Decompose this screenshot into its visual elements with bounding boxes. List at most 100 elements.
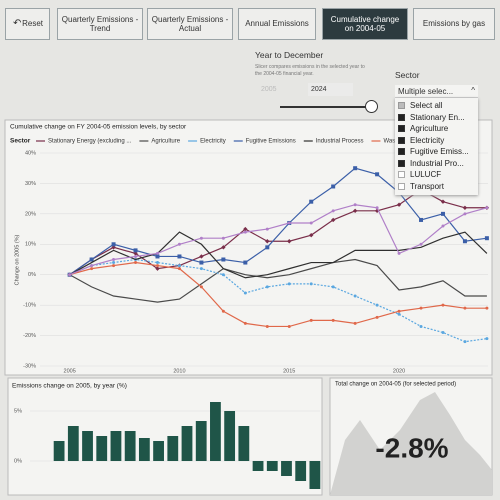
sector-title: Sector [395,65,420,83]
nav-button[interactable]: ↶ Reset [5,8,50,40]
y-tick-label: 30% [25,181,36,187]
legend-label: Industrial Process [316,139,364,145]
sector-label: LULUCF [410,170,442,180]
marker [330,217,336,223]
marker [265,227,269,231]
marker [309,318,313,322]
marker [485,206,489,210]
y-tick-label: 5% [14,408,22,414]
sector-item[interactable]: Electricity [398,135,475,147]
reset-icon: ↶ [13,18,22,30]
bar [252,461,264,471]
marker [199,236,203,240]
sector-item[interactable]: Industrial Pro... [398,158,475,170]
marker [287,239,292,244]
marker [177,267,181,271]
marker [199,260,204,265]
marker [177,254,182,259]
marker [265,239,270,244]
legend-label: Stationary Energy (excluding ... [48,139,132,145]
slider-handle[interactable] [365,100,378,113]
marker [397,309,401,313]
sector-label: Select all [410,101,443,111]
nav-label: Quarterly Emissions - Actual [151,14,229,33]
marker [396,202,402,207]
marker [155,254,160,259]
marker [243,226,248,232]
dropdown-value: Multiple selec... [398,87,454,96]
line-chart: -30% -20% -10% 0% 10% 20% 30% 40% 2005 2010 2015 20… [23,139,490,374]
marker [221,245,226,250]
marker [485,306,489,310]
checkbox [398,148,405,156]
checkbox [398,102,405,110]
sector-dropdown[interactable]: Multiple selec... ^ [395,85,478,98]
x-tick-label: 2010 [173,368,185,374]
sector-item[interactable]: Stationary En... [398,112,475,124]
marker [462,239,467,244]
marker [419,324,423,328]
kpi-value: -2.8% [375,432,448,463]
marker [155,261,159,265]
marker [134,261,138,265]
legend-label: Agriculture [151,139,180,145]
marker [309,232,314,238]
marker [134,254,138,258]
marker [177,264,181,268]
y-tick-label: 10% [25,242,36,248]
nav-button[interactable]: Quarterly Emissions - Actual [147,8,233,40]
marker [353,294,357,298]
nav-button[interactable]: Cumulative change on 2004-05 [322,8,408,40]
marker [484,236,489,241]
bar [167,436,179,461]
nav-button[interactable]: Annual Emissions [238,8,316,40]
bar [96,436,108,461]
legend-label: Waste [383,139,400,145]
bar [195,421,207,461]
slicer-to[interactable]: 2024 [308,83,353,96]
sector-title-text: Sector [395,70,420,80]
marker [440,199,446,204]
marker [155,251,159,255]
kpi-background [330,392,492,495]
nav-label: Quarterly Emissions - Trend [61,14,139,33]
bar [224,411,236,461]
sector-label: Fugitive Emiss... [410,147,469,157]
nav-label: Cumulative change on 2004-05 [330,14,400,33]
marker [287,324,291,328]
sector-item[interactable]: Transport [398,181,475,193]
nav-button[interactable]: Quarterly Emissions - Trend [57,8,143,40]
marker [112,261,116,265]
marker [441,224,445,228]
sector-list: Select all Stationary En... Agriculture Ele… [395,98,478,195]
marker [243,260,248,265]
sector-item[interactable]: Select all [398,100,475,112]
x-tick-label: 2005 [64,368,76,374]
bar [295,461,307,481]
y-tick-label: 0% [14,458,22,464]
sector-item[interactable]: Fugitive Emiss... [398,146,475,158]
marker [221,309,225,313]
sector-item[interactable]: LULUCF [398,169,475,181]
marker [462,205,468,210]
marker [133,248,138,253]
bar [153,441,164,461]
marker [177,242,181,246]
marker [331,318,335,322]
marker [375,206,379,210]
nav-button[interactable]: Emissions by gas [413,8,495,40]
sector-label: Electricity [410,135,445,145]
bar [110,431,122,461]
marker [309,221,313,225]
sector-item[interactable]: Agriculture [398,123,475,135]
x-tick-label: 2020 [393,368,405,374]
bar [181,426,193,461]
marker [112,264,116,268]
marker [243,291,247,295]
marker [309,199,314,204]
series-line [69,261,487,328]
y-axis-label: Change on 2005 (%) [14,234,20,285]
slicer-from[interactable]: 2005 [261,86,277,93]
